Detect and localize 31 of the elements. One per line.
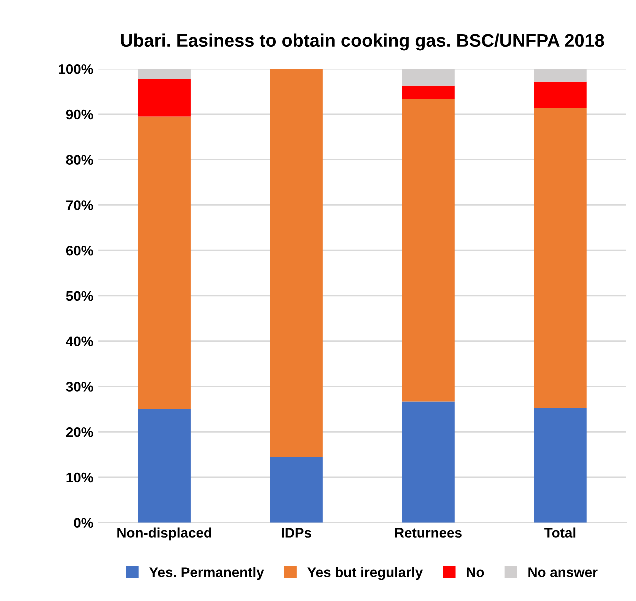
x-tick-label: Returnees <box>395 528 462 538</box>
y-tick-label: 60% <box>66 246 94 256</box>
bar <box>402 86 455 100</box>
bar <box>402 402 455 523</box>
y-tick-label: 10% <box>66 472 94 483</box>
legend-label: Yes but iregularly <box>308 567 424 580</box>
bar <box>534 408 587 523</box>
y-tick-label: 50% <box>66 291 94 302</box>
bar <box>270 69 323 458</box>
x-tick-label: Non-displaced <box>118 528 212 541</box>
x-tick-label: Total <box>544 528 576 538</box>
y-tick-label: 20% <box>66 427 94 438</box>
y-tick-label: 90% <box>66 110 94 120</box>
chart-title: Ubari. Easiness to obtain cooking gas. BSC/UNFPA 2018 <box>121 34 604 51</box>
y-tick-label: 30% <box>66 382 94 392</box>
y-tick-label: 100% <box>59 64 94 74</box>
legend-label: No <box>467 568 484 578</box>
legend-label: Yes. Permanently <box>150 567 264 580</box>
bar <box>138 80 191 117</box>
bar <box>534 82 587 108</box>
x-tick-label: IDPs <box>282 528 312 538</box>
y-tick-label: 80% <box>66 155 94 166</box>
y-tick-label: 40% <box>66 336 94 347</box>
y-tick-label: 0% <box>74 518 94 528</box>
legend-label: No answer <box>528 568 598 578</box>
y-tick-label: 70% <box>66 200 94 210</box>
bar <box>138 116 191 410</box>
bar <box>402 99 455 402</box>
bar <box>270 457 323 523</box>
bar <box>138 409 191 523</box>
bar <box>534 108 587 409</box>
